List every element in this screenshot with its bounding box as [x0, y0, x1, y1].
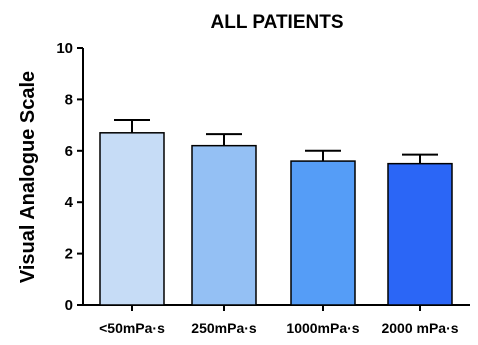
x-category-label: <50mPa·s — [99, 320, 165, 336]
y-tick-label: 8 — [65, 91, 73, 108]
y-tick-label: 6 — [65, 143, 73, 160]
bar — [290, 160, 356, 306]
y-tick-label: 4 — [65, 194, 74, 211]
y-tick-label: 0 — [65, 297, 73, 314]
y-axis-label: Visual Analogue Scale — [17, 71, 39, 283]
x-category-label: 2000 mPa·s — [381, 320, 458, 336]
x-category-label: 1000mPa·s — [286, 320, 359, 336]
chart-title: ALL PATIENTS — [211, 12, 344, 33]
y-tick-label: 2 — [65, 246, 73, 263]
bar — [99, 132, 165, 306]
bar — [387, 162, 453, 306]
y-tick-label: 10 — [56, 40, 73, 57]
x-category-label: 250mPa·s — [191, 320, 257, 336]
plot-area: 0 2 4 6 8 10 <50mPa·s 250mPa·s 1000mPa·s 2000 mPa… — [56, 40, 470, 336]
bar — [191, 144, 257, 306]
